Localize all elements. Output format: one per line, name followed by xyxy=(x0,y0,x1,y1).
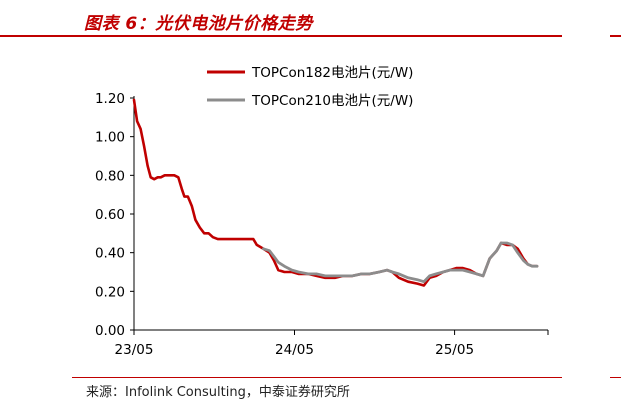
y-tick-label: 0.60 xyxy=(95,207,125,223)
y-tick-label: 0.20 xyxy=(95,284,125,300)
y-tick-label: 0.40 xyxy=(95,246,125,262)
y-tick-label: 0.80 xyxy=(95,168,125,184)
series-line-topcon210 xyxy=(262,241,539,284)
source-note: 来源：Infolink Consulting，中泰证券研究所 xyxy=(86,385,350,400)
x-axis-ticks: 23/05 24/05 25/05 xyxy=(115,330,549,358)
footer-divider xyxy=(72,377,562,378)
chart-series xyxy=(132,98,539,287)
x-tick-label: 23/05 xyxy=(115,342,154,358)
legend-label-topcon210: TOPCon210电池片(元/W) xyxy=(251,93,413,109)
y-tick-label: 1.20 xyxy=(95,91,125,107)
x-tick-label: 24/05 xyxy=(275,342,314,358)
x-tick-label: 25/05 xyxy=(435,342,474,358)
title-bar: 图表 6：光伏电池片价格走势 xyxy=(0,0,566,38)
series-line-topcon182 xyxy=(132,98,539,287)
y-axis-ticks: 0.00 0.20 0.40 0.60 0.80 1.00 1.20 xyxy=(95,91,134,339)
title-divider xyxy=(0,35,562,37)
price-line-chart: TOPCon182电池片(元/W) TOPCon210电池片(元/W) 0.00… xyxy=(95,65,549,358)
chart-legend: TOPCon182电池片(元/W) TOPCon210电池片(元/W) xyxy=(207,65,413,109)
page-title: 图表 6：光伏电池片价格走势 xyxy=(84,14,313,34)
y-tick-label: 1.00 xyxy=(95,130,125,146)
adjacent-panel-divider xyxy=(610,35,621,37)
y-tick-label: 0.00 xyxy=(95,323,125,339)
adjacent-footer-divider xyxy=(610,377,621,378)
chart-axes xyxy=(133,96,548,331)
legend-label-topcon182: TOPCon182电池片(元/W) xyxy=(251,65,413,81)
